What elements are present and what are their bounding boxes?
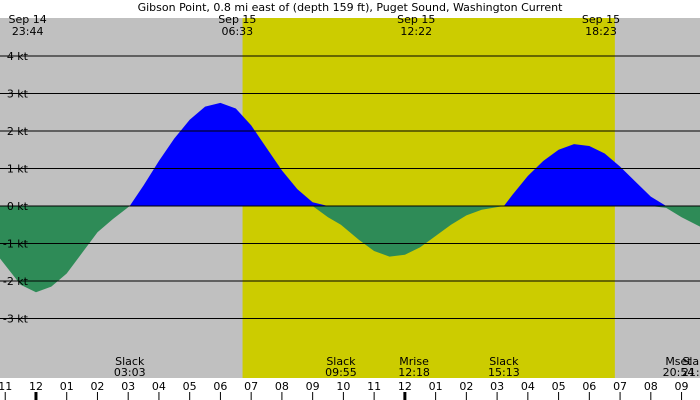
top-date-label: Sep 14 <box>9 13 47 26</box>
event-time-label: 20:54 <box>663 366 695 379</box>
y-tick-label: -3 kt <box>3 313 29 326</box>
y-tick-label: 3 kt <box>7 88 29 101</box>
event-name-label: Mset <box>665 355 692 368</box>
x-tick-label: 02 <box>90 380 104 393</box>
x-tick-label: 04 <box>152 380 166 393</box>
y-tick-label: 4 kt <box>7 50 29 63</box>
ebb-current-area <box>0 206 700 293</box>
y-tick-label: -1 kt <box>3 238 29 251</box>
x-axis-strip <box>0 378 700 400</box>
x-tick-label: 12 <box>398 380 412 393</box>
event-name-label: Mrise <box>399 355 429 368</box>
y-tick-label: 0 kt <box>7 200 29 213</box>
current-area-layer <box>0 102 700 293</box>
y-tick-label: 1 kt <box>7 163 29 176</box>
gridline-layer: 4 kt 3 kt 2 kt 1 kt 0 kt -1 kt -2 kt -3 kt <box>0 50 700 326</box>
x-tick-label: 12 <box>29 380 43 393</box>
x-tick-label: 10 <box>336 380 350 393</box>
event-time-label: 09:55 <box>325 366 357 379</box>
x-tick-label: 06 <box>582 380 596 393</box>
flood-current-area <box>0 102 700 206</box>
event-name-label: Slack <box>115 355 145 368</box>
x-tick-label: 11 <box>0 380 12 393</box>
x-tick-label: 09 <box>675 380 689 393</box>
top-time-label: 23:44 <box>12 25 44 38</box>
event-time-label: 03:03 <box>114 366 146 379</box>
x-tick-label: 08 <box>644 380 658 393</box>
x-tick-label: 11 <box>367 380 381 393</box>
x-axis-layer: 11 12 01 02 03 04 05 06 07 08 09 10 11 12 01 02 03 04 05 06… <box>0 378 700 400</box>
y-tick-label: 2 kt <box>7 125 29 138</box>
x-tick-label: 06 <box>213 380 227 393</box>
top-date-label: Sep 15 <box>218 13 256 26</box>
chart-title: Gibson Point, 0.8 mi east of (depth 159 … <box>138 1 564 14</box>
x-tick-label: 05 <box>183 380 197 393</box>
x-tick-label: 08 <box>275 380 289 393</box>
x-tick-label: 07 <box>613 380 627 393</box>
x-tick-label: 07 <box>244 380 258 393</box>
x-tick-label: 02 <box>459 380 473 393</box>
top-date-label: Sep 15 <box>582 13 620 26</box>
event-time-label: 15:13 <box>488 366 520 379</box>
x-tick-label: 05 <box>552 380 566 393</box>
event-time-label: 12:18 <box>398 366 430 379</box>
x-tick-label: 09 <box>306 380 320 393</box>
top-time-label: 18:23 <box>585 25 617 38</box>
x-tick-label: 01 <box>429 380 443 393</box>
x-tick-label: 03 <box>490 380 504 393</box>
event-time-label: 21: <box>682 366 700 379</box>
event-layer: Slack03:03Slack09:55Mrise12:18Slack15:13… <box>114 355 700 400</box>
event-name-label: Slack <box>326 355 356 368</box>
top-date-label: Sep 15 <box>397 13 435 26</box>
event-name-label: Sla <box>682 355 699 368</box>
y-tick-label: -2 kt <box>3 275 29 288</box>
top-time-label: 12:22 <box>400 25 432 38</box>
x-tick-label: 04 <box>521 380 535 393</box>
event-name-label: Slack <box>489 355 519 368</box>
x-tick-label: 03 <box>121 380 135 393</box>
top-time-label: 06:33 <box>221 25 253 38</box>
x-tick-label: 01 <box>60 380 74 393</box>
